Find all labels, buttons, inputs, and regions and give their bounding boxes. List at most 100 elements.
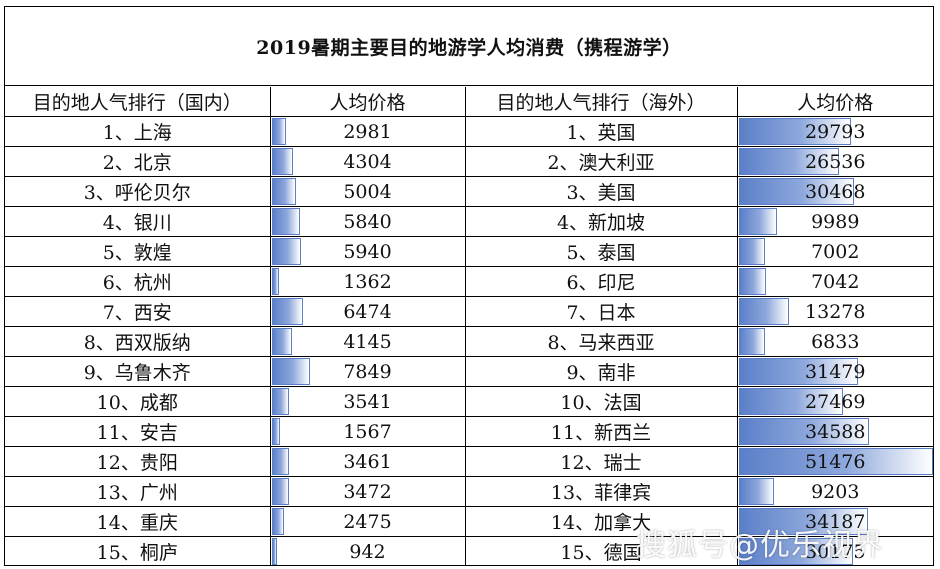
table-row: 2、北京 4304 2、澳大利亚 26536 (5, 146, 933, 177)
domestic-price-value: 7849 (343, 360, 392, 383)
overseas-price-value: 29793 (805, 120, 866, 143)
overseas-price-value: 6833 (811, 330, 860, 353)
overseas-price-bar (738, 508, 868, 535)
domestic-price-bar (271, 358, 310, 385)
domestic-price-value: 2475 (343, 510, 392, 533)
domestic-price-value: 5004 (343, 180, 392, 203)
overseas-price-bar (738, 268, 766, 295)
domestic-price-value: 942 (349, 540, 386, 563)
overseas-price-value: 30175 (805, 540, 866, 563)
overseas-price-cell: 9203 (737, 476, 933, 507)
overseas-price-bar (738, 298, 789, 325)
domestic-price-value: 1362 (343, 270, 392, 293)
overseas-price-cell: 51476 (737, 446, 933, 477)
domestic-price-bar (271, 478, 289, 505)
domestic-destination: 6、杭州 (5, 266, 271, 297)
overseas-price-cell: 13278 (737, 296, 933, 327)
domestic-price-cell: 3461 (270, 446, 466, 477)
overseas-price-value: 7002 (811, 240, 860, 263)
overseas-price-cell: 7002 (737, 236, 933, 267)
overseas-price-cell: 30175 (737, 537, 933, 567)
table-row: 15、桐庐 942 15、德国 30175 (5, 536, 933, 567)
domestic-price-cell: 1362 (270, 266, 466, 297)
overseas-price-bar (738, 118, 851, 145)
overseas-destination: 4、新加坡 (465, 206, 738, 237)
overseas-price-bar (738, 148, 839, 175)
overseas-price-value: 34187 (805, 510, 866, 533)
overseas-destination: 10、法国 (465, 386, 738, 417)
table-row: 3、呼伦贝尔 5004 3、美国 30468 (5, 176, 933, 207)
overseas-destination: 2、澳大利亚 (465, 146, 738, 177)
overseas-price-cell: 26536 (737, 146, 933, 177)
table-title: 2019暑期主要目的地游学人均消费（携程游学） (5, 7, 933, 86)
overseas-price-bar (738, 178, 854, 205)
domestic-destination: 2、北京 (5, 146, 271, 177)
domestic-price-cell: 7849 (270, 356, 466, 387)
domestic-destination: 13、广州 (5, 476, 271, 507)
table-body: 1、上海 2981 1、英国 29793 2、北京 4304 2、澳大利亚 26536 3、呼伦… (5, 116, 933, 567)
overseas-price-cell: 30468 (737, 176, 933, 207)
overseas-price-cell: 9989 (737, 206, 933, 237)
price-table: 目的地人气排行（国内） 人均价格 目的地人气排行（海外） 人均价格 1、上海 29… (5, 87, 933, 566)
overseas-price-cell: 27469 (737, 386, 933, 417)
overseas-price-value: 51476 (805, 450, 866, 473)
table-row: 12、贵阳 3461 12、瑞士 51476 (5, 446, 933, 477)
overseas-price-value: 9989 (811, 210, 860, 233)
domestic-price-cell: 4145 (270, 326, 466, 357)
overseas-price-value: 31479 (805, 360, 866, 383)
domestic-price-cell: 1567 (270, 416, 466, 447)
overseas-destination: 13、菲律宾 (465, 476, 738, 507)
domestic-price-cell: 4304 (270, 146, 466, 177)
table-row: 5、敦煌 5940 5、泰国 7002 (5, 236, 933, 267)
overseas-price-value: 13278 (805, 300, 866, 323)
table-row: 13、广州 3472 13、菲律宾 9203 (5, 476, 933, 507)
overseas-price-value: 34588 (805, 420, 866, 443)
overseas-destination: 5、泰国 (465, 236, 738, 267)
domestic-price-cell: 3472 (270, 476, 466, 507)
overseas-price-cell: 29793 (737, 116, 933, 147)
domestic-price-cell: 3541 (270, 386, 466, 417)
header-overseas-rank: 目的地人气排行（海外） (465, 87, 738, 117)
overseas-destination: 3、美国 (465, 176, 738, 207)
domestic-price-bar (271, 538, 277, 565)
overseas-price-value: 9203 (811, 480, 860, 503)
overseas-price-cell: 7042 (737, 266, 933, 297)
overseas-price-value: 26536 (805, 150, 866, 173)
domestic-price-bar (271, 298, 303, 325)
domestic-price-value: 3461 (343, 450, 392, 473)
overseas-price-value: 7042 (811, 270, 860, 293)
domestic-destination: 12、贵阳 (5, 446, 271, 477)
domestic-price-value: 5840 (343, 210, 392, 233)
domestic-price-value: 3541 (343, 390, 392, 413)
domestic-price-cell: 5004 (270, 176, 466, 207)
domestic-price-bar (271, 178, 296, 205)
domestic-price-value: 4304 (343, 150, 392, 173)
domestic-destination: 3、呼伦贝尔 (5, 176, 271, 207)
price-table-sheet: 2019暑期主要目的地游学人均消费（携程游学） 目的地人气排行（国内） 人均价格… (4, 6, 934, 566)
overseas-destination: 6、印尼 (465, 266, 738, 297)
overseas-destination: 1、英国 (465, 116, 738, 147)
overseas-price-bar (738, 238, 765, 265)
overseas-price-bar (738, 358, 858, 385)
overseas-price-cell: 34588 (737, 416, 933, 447)
domestic-price-bar (271, 388, 289, 415)
overseas-destination: 12、瑞士 (465, 446, 738, 477)
domestic-destination: 4、银川 (5, 206, 271, 237)
overseas-destination: 9、南非 (465, 356, 738, 387)
domestic-price-value: 6474 (343, 300, 392, 323)
table-row: 7、西安 6474 7、日本 13278 (5, 296, 933, 327)
overseas-price-value: 27469 (805, 390, 866, 413)
domestic-price-bar (271, 448, 289, 475)
domestic-destination: 1、上海 (5, 116, 271, 147)
domestic-price-value: 5940 (343, 240, 392, 263)
overseas-price-cell: 31479 (737, 356, 933, 387)
overseas-price-cell: 6833 (737, 326, 933, 357)
overseas-price-bar (738, 478, 774, 505)
domestic-price-cell: 5940 (270, 236, 466, 267)
domestic-price-value: 4145 (343, 330, 392, 353)
table-row: 10、成都 3541 10、法国 27469 (5, 386, 933, 417)
table-row: 11、安吉 1567 11、新西兰 34588 (5, 416, 933, 447)
domestic-price-cell: 5840 (270, 206, 466, 237)
domestic-price-cell: 2475 (270, 506, 466, 537)
overseas-destination: 8、马来西亚 (465, 326, 738, 357)
